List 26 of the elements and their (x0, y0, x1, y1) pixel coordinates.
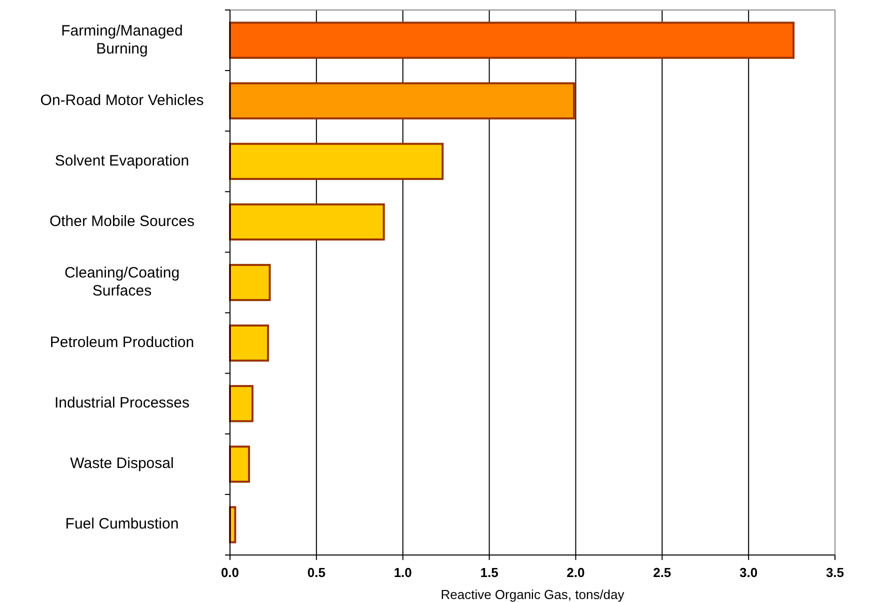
y-tick-label: Solvent Evaporation (54, 152, 190, 170)
x-tick-label: 3.0 (740, 565, 758, 580)
y-tick-label: On-Road Motor Vehicles (40, 92, 204, 109)
bar (229, 203, 385, 241)
x-axis-title: Reactive Organic Gas, tons/day (440, 587, 625, 602)
y-tick-label: Industrial Processes (54, 394, 190, 412)
x-tick-label: 1.0 (394, 565, 412, 580)
y-tick-label: Cleaning/Coating Surfaces (64, 264, 180, 300)
x-tick-label: 3.5 (826, 565, 844, 580)
bar (229, 446, 250, 483)
bar (229, 22, 795, 59)
bar (229, 264, 271, 302)
x-tick-label: 1.5 (480, 565, 498, 580)
x-tick-label: 2.5 (653, 565, 672, 580)
x-tick-label: 0.5 (307, 565, 326, 580)
y-tick-label: Other Mobile Sources (49, 212, 195, 230)
y-tick-label: Fuel Cumbustion (65, 516, 179, 533)
bar (229, 324, 270, 362)
bar (229, 142, 444, 180)
bar (229, 385, 254, 422)
x-tick-label: 0.0 (220, 565, 240, 580)
bar (229, 82, 575, 120)
x-tick-label: 2.0 (566, 565, 585, 580)
y-tick-label: Waste Disposal (70, 455, 174, 472)
y-tick-label: Petroleum Production (50, 334, 194, 352)
y-tick-label: Farming/Managed Burning (61, 22, 183, 58)
